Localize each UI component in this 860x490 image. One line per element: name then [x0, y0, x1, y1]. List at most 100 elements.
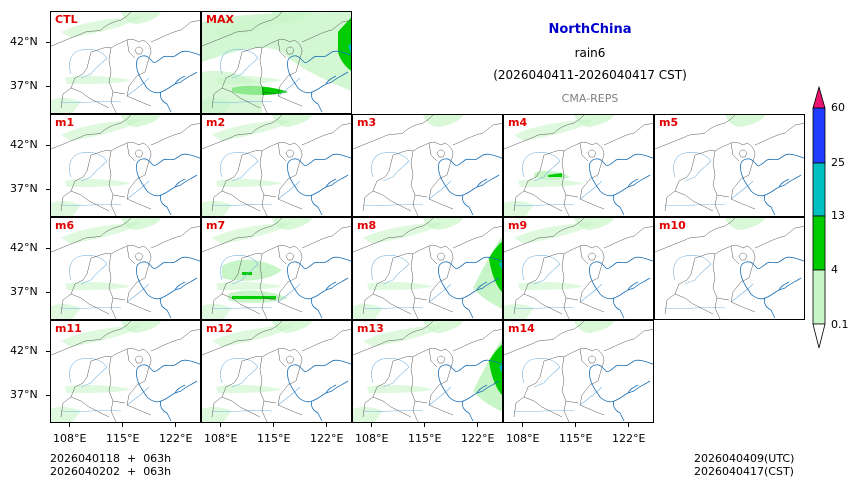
map-panel-m3: m3 [352, 114, 503, 217]
y-tick-label: 37°N [10, 182, 38, 195]
map-panel-m2: m2 [201, 114, 352, 217]
colorbar-label-25: 25 [831, 156, 845, 169]
map-panel-m12: m12 [201, 320, 352, 423]
model-title: CMA-REPS [561, 92, 619, 105]
y-tick-mark [46, 351, 50, 352]
colorbar-label-60: 60 [831, 101, 845, 114]
precip-map [51, 218, 200, 319]
x-tick-label: 115°E [106, 432, 140, 445]
panel-label: m2 [206, 116, 226, 129]
precip-map [655, 115, 804, 216]
map-panel-max: MAX [201, 11, 352, 114]
x-tick-mark [424, 423, 425, 427]
colorbar-graphic [812, 85, 826, 349]
x-tick-label: 115°E [257, 432, 291, 445]
init-line-1: 2026040118 + 063h [50, 452, 172, 465]
x-tick-label: 115°E [408, 432, 442, 445]
valid-utc: 2026040409(UTC) [694, 452, 795, 465]
map-panel-m1: m1 [50, 114, 201, 217]
panel-label: m10 [659, 219, 686, 232]
map-panel-m11: m11 [50, 320, 201, 423]
panel-label: m12 [206, 322, 233, 335]
colorbar-label-4: 4 [831, 263, 838, 276]
precip-map [202, 321, 351, 422]
y-tick-label: 37°N [10, 285, 38, 298]
precip-map [51, 115, 200, 216]
panel-label: m8 [357, 219, 377, 232]
x-tick-mark [326, 423, 327, 427]
panel-label: CTL [55, 13, 78, 26]
colorbar [812, 85, 826, 351]
precip-map [51, 321, 200, 422]
map-panel-m7: m7 [201, 217, 352, 320]
region-title: NorthChina [548, 22, 632, 37]
y-tick-mark [46, 395, 50, 396]
precip-map [202, 115, 351, 216]
y-tick-mark [46, 42, 50, 43]
x-tick-label: 122°E [159, 432, 193, 445]
x-tick-label: 122°E [310, 432, 344, 445]
x-tick-label: 122°E [612, 432, 646, 445]
x-tick-mark [175, 423, 176, 427]
x-tick-mark [371, 423, 372, 427]
panel-label: MAX [206, 13, 234, 26]
y-tick-label: 42°N [10, 241, 38, 254]
x-tick-label: 108°E [53, 432, 87, 445]
y-tick-label: 42°N [10, 35, 38, 48]
y-tick-mark [46, 145, 50, 146]
map-panel-m14: m14 [503, 320, 654, 423]
y-tick-mark [46, 248, 50, 249]
variable-title: rain6 [574, 46, 606, 60]
precip-map [504, 115, 653, 216]
precip-map [353, 115, 502, 216]
x-tick-mark [628, 423, 629, 427]
y-tick-mark [46, 86, 50, 87]
precip-map [202, 218, 351, 319]
y-tick-label: 42°N [10, 138, 38, 151]
panel-label: m6 [55, 219, 75, 232]
x-tick-mark [122, 423, 123, 427]
map-panel-m13: m13 [352, 320, 503, 423]
init-line-2: 2026040202 + 063h [50, 465, 172, 478]
x-tick-mark [69, 423, 70, 427]
map-panel-m5: m5 [654, 114, 805, 217]
period-title: (2026040411-2026040417 CST) [493, 68, 687, 82]
x-tick-label: 115°E [559, 432, 593, 445]
map-panel-m10: m10 [654, 217, 805, 320]
y-tick-mark [46, 189, 50, 190]
panel-label: m13 [357, 322, 384, 335]
precip-map [504, 321, 653, 422]
x-tick-mark [477, 423, 478, 427]
y-tick-label: 42°N [10, 344, 38, 357]
colorbar-label-13: 13 [831, 209, 845, 222]
y-tick-label: 37°N [10, 388, 38, 401]
x-tick-label: 108°E [355, 432, 389, 445]
x-tick-label: 122°E [461, 432, 495, 445]
panel-label: m3 [357, 116, 377, 129]
precip-map [655, 218, 804, 319]
y-tick-label: 37°N [10, 79, 38, 92]
panel-label: m5 [659, 116, 679, 129]
x-tick-label: 108°E [506, 432, 540, 445]
panel-label: m1 [55, 116, 75, 129]
colorbar-label-0.1: 0.1 [831, 318, 849, 331]
y-tick-mark [46, 292, 50, 293]
valid-time-info: 2026040409(UTC) 2026040417(CST) [694, 452, 794, 478]
precip-map [202, 12, 351, 113]
precip-map [353, 218, 502, 319]
x-tick-label: 108°E [204, 432, 238, 445]
x-tick-mark [220, 423, 221, 427]
map-panel-m8: m8 [352, 217, 503, 320]
x-tick-mark [575, 423, 576, 427]
precip-map [51, 12, 200, 113]
panel-label: m4 [508, 116, 528, 129]
precip-map [504, 218, 653, 319]
panel-label: m14 [508, 322, 535, 335]
map-panel-m4: m4 [503, 114, 654, 217]
panel-label: m7 [206, 219, 226, 232]
map-panel-ctl: CTL [50, 11, 201, 114]
x-tick-mark [522, 423, 523, 427]
panel-label: m11 [55, 322, 82, 335]
panel-label: m9 [508, 219, 528, 232]
map-panel-m6: m6 [50, 217, 201, 320]
